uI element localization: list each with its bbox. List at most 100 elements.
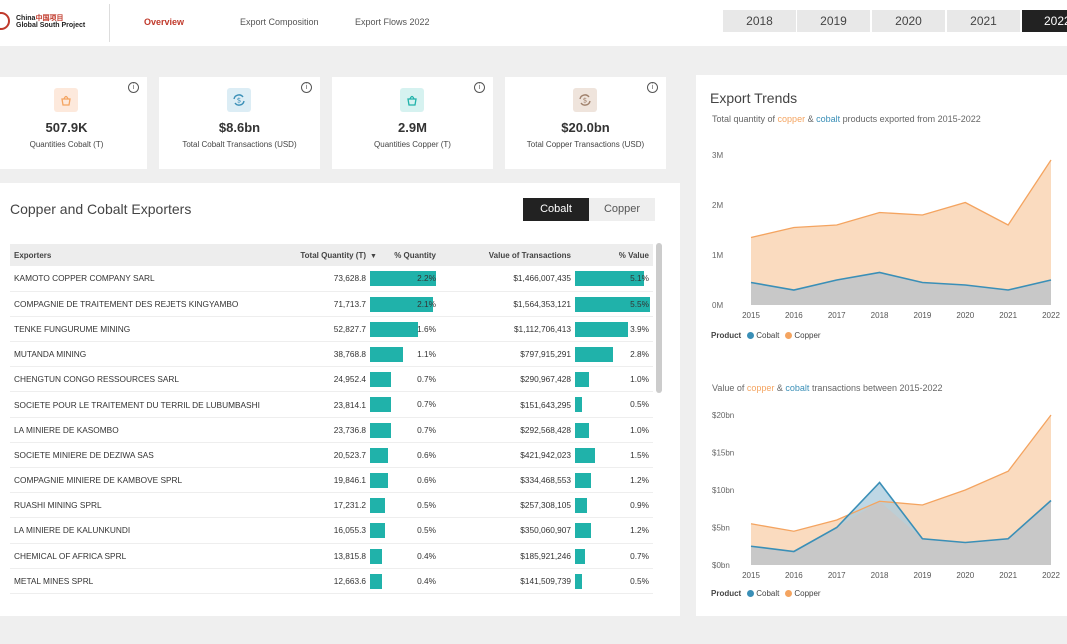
kpi-label: Total Copper Transactions (USD) bbox=[505, 140, 666, 149]
pct-quantity-cell: 0.6% bbox=[370, 442, 440, 467]
col-header-exporters[interactable]: Exporters bbox=[10, 244, 271, 266]
exporters-table: Exporters Total Quantity (T) ▼ % Quantity… bbox=[10, 244, 653, 594]
info-icon[interactable]: i bbox=[474, 82, 485, 93]
value-x-tick: 2017 bbox=[828, 571, 846, 580]
exporter-name: COMPAGNIE DE TRAITEMENT DES REJETS KINGY… bbox=[10, 291, 271, 316]
col-header-pct-quantity[interactable]: ▼ % Quantity bbox=[370, 244, 440, 266]
pct-quantity-cell: 0.5% bbox=[370, 493, 440, 518]
pct-quantity: 1.6% bbox=[417, 317, 436, 342]
pct-value-bar bbox=[575, 549, 585, 564]
quantity-x-tick: 2022 bbox=[1042, 311, 1060, 320]
value-area-chart: $0bn$5bn$10bn$15bn$20bn2015 2016 2017 2018 2… bbox=[696, 405, 1067, 585]
sort-desc-icon[interactable]: ▼ bbox=[370, 253, 377, 260]
transaction-value: $1,564,353,121 bbox=[440, 291, 575, 316]
pct-value-bar bbox=[575, 498, 587, 513]
pct-value: 1.5% bbox=[630, 443, 649, 468]
export-trends-panel: Export Trends Total quantity of copper &… bbox=[696, 75, 1067, 616]
total-quantity: 23,736.8 bbox=[271, 417, 370, 442]
pct-quantity: 0.5% bbox=[417, 493, 436, 518]
pct-quantity-cell: 0.7% bbox=[370, 392, 440, 417]
transaction-value: $292,568,428 bbox=[440, 417, 575, 442]
value-x-tick: 2019 bbox=[914, 571, 932, 580]
table-row[interactable]: SOCIETE MINIERE DE DEZIWA SAS 20,523.7 0.6… bbox=[10, 442, 653, 467]
quantity-area-chart: 0M1M2M3M2015 2016 2017 2018 2019 2020 2021 2022 bbox=[696, 145, 1067, 325]
exporter-name: SOCIETE MINIERE DE DEZIWA SAS bbox=[10, 442, 271, 467]
pct-quantity-bar bbox=[370, 347, 403, 362]
table-row[interactable]: LA MINIERE DE KALUNKUNDI 16,055.3 0.5% $350… bbox=[10, 518, 653, 543]
info-icon[interactable]: i bbox=[128, 82, 139, 93]
toggle-cobalt-button[interactable]: Cobalt bbox=[523, 198, 589, 221]
quantity-y-tick: 2M bbox=[712, 201, 723, 210]
pct-quantity: 0.7% bbox=[417, 367, 436, 392]
quantity-x-tick: 2018 bbox=[871, 311, 889, 320]
table-row[interactable]: KAMOTO COPPER COMPANY SARL 73,628.8 2.2% $1… bbox=[10, 266, 653, 291]
table-row[interactable]: CHEMICAL OF AFRICA SPRL 13,815.8 0.4% $185,… bbox=[10, 543, 653, 568]
exporter-name: METAL MINES SPRL bbox=[10, 568, 271, 593]
value-y-tick: $10bn bbox=[712, 486, 734, 495]
year-button-2019[interactable]: 2019 bbox=[797, 10, 870, 32]
value-y-tick: $0bn bbox=[712, 561, 730, 570]
svg-text:$: $ bbox=[237, 97, 241, 105]
transaction-value: $1,112,706,413 bbox=[440, 316, 575, 341]
col-header-value-transactions[interactable]: Value of Transactions bbox=[440, 244, 575, 266]
value-y-tick: $20bn bbox=[712, 411, 734, 420]
kpi-value: 2.9M bbox=[332, 120, 493, 135]
total-quantity: 12,663.6 bbox=[271, 568, 370, 593]
table-row[interactable]: TENKE FUNGURUME MINING 52,827.7 1.6% $1,112… bbox=[10, 316, 653, 341]
logo-line2: Global South Project bbox=[16, 22, 85, 29]
table-row[interactable]: SOCIETE POUR LE TRAITEMENT DU TERRIL DE … bbox=[10, 392, 653, 417]
pct-quantity: 2.1% bbox=[417, 292, 436, 317]
transaction-value: $350,060,907 bbox=[440, 518, 575, 543]
col-header-pct-value[interactable]: % Value bbox=[575, 244, 653, 266]
year-button-2022[interactable]: 2022 bbox=[1022, 10, 1067, 32]
table-row[interactable]: COMPAGNIE DE TRAITEMENT DES REJETS KINGY… bbox=[10, 291, 653, 316]
table-header-row: Exporters Total Quantity (T) ▼ % Quantity… bbox=[10, 244, 653, 266]
total-quantity: 71,713.7 bbox=[271, 291, 370, 316]
kpi-card-copper-quantity: i 2.9M Quantities Copper (T) bbox=[332, 77, 493, 169]
exporter-name: SOCIETE POUR LE TRAITEMENT DU TERRIL DE … bbox=[10, 392, 271, 417]
year-button-2018[interactable]: 2018 bbox=[723, 10, 796, 32]
tab-overview[interactable]: Overview bbox=[144, 17, 184, 27]
logo[interactable]: China中国项目 Global South Project bbox=[0, 10, 100, 36]
kpi-card-copper-transactions: $ i $20.0bn Total Copper Transactions (U… bbox=[505, 77, 666, 169]
col-header-pct-quantity-label: % Quantity bbox=[394, 251, 436, 260]
exporter-name: TENKE FUNGURUME MINING bbox=[10, 316, 271, 341]
exporter-name: LA MINIERE DE KALUNKUNDI bbox=[10, 518, 271, 543]
pct-quantity-bar bbox=[370, 423, 391, 438]
table-scrollbar[interactable] bbox=[656, 243, 662, 393]
year-button-2020[interactable]: 2020 bbox=[872, 10, 945, 32]
info-icon[interactable]: i bbox=[301, 82, 312, 93]
year-button-2021[interactable]: 2021 bbox=[947, 10, 1020, 32]
pct-value-cell: 0.5% bbox=[575, 568, 653, 593]
tab-export-composition[interactable]: Export Composition bbox=[240, 17, 319, 27]
pct-value: 2.8% bbox=[630, 342, 649, 367]
copper-exchange-icon: $ bbox=[573, 88, 597, 112]
pct-value: 1.0% bbox=[630, 418, 649, 443]
kpi-card-cobalt-quantity: i 507.9K Quantities Cobalt (T) bbox=[0, 77, 147, 169]
exporter-name: MUTANDA MINING bbox=[10, 342, 271, 367]
value-x-tick: 2020 bbox=[956, 571, 974, 580]
table-row[interactable]: RUASHI MINING SPRL 17,231.2 0.5% $257,308,1… bbox=[10, 493, 653, 518]
pct-value-cell: 1.2% bbox=[575, 468, 653, 493]
table-row[interactable]: METAL MINES SPRL 12,663.6 0.4% $141,509,739… bbox=[10, 568, 653, 593]
pct-value: 1.2% bbox=[630, 518, 649, 543]
value-y-tick: $5bn bbox=[712, 524, 730, 533]
table-row[interactable]: LA MINIERE DE KASOMBO 23,736.8 0.7% $292,56… bbox=[10, 417, 653, 442]
transaction-value: $290,967,428 bbox=[440, 367, 575, 392]
pct-quantity: 1.1% bbox=[417, 342, 436, 367]
transaction-value: $1,466,007,435 bbox=[440, 266, 575, 291]
pct-value-cell: 5.5% bbox=[575, 291, 653, 316]
logo-line1-cn: 中国项目 bbox=[35, 15, 63, 22]
pct-quantity-cell: 1.6% bbox=[370, 316, 440, 341]
total-quantity: 23,814.1 bbox=[271, 392, 370, 417]
table-row[interactable]: MUTANDA MINING 38,768.8 1.1% $797,915,291 2.… bbox=[10, 342, 653, 367]
info-icon[interactable]: i bbox=[647, 82, 658, 93]
table-row[interactable]: CHENGTUN CONGO RESSOURCES SARL 24,952.4 0.… bbox=[10, 367, 653, 392]
export-trends-title: Export Trends bbox=[710, 90, 797, 106]
tab-export-flows-2022[interactable]: Export Flows 2022 bbox=[355, 17, 430, 27]
col-header-total-quantity[interactable]: Total Quantity (T) bbox=[271, 244, 370, 266]
value-y-tick: $15bn bbox=[712, 449, 734, 458]
toggle-copper-button[interactable]: Copper bbox=[589, 198, 655, 221]
table-row[interactable]: COMPAGNIE MINIERE DE KAMBOVE SPRL 19,846.… bbox=[10, 468, 653, 493]
pct-value-cell: 0.7% bbox=[575, 543, 653, 568]
